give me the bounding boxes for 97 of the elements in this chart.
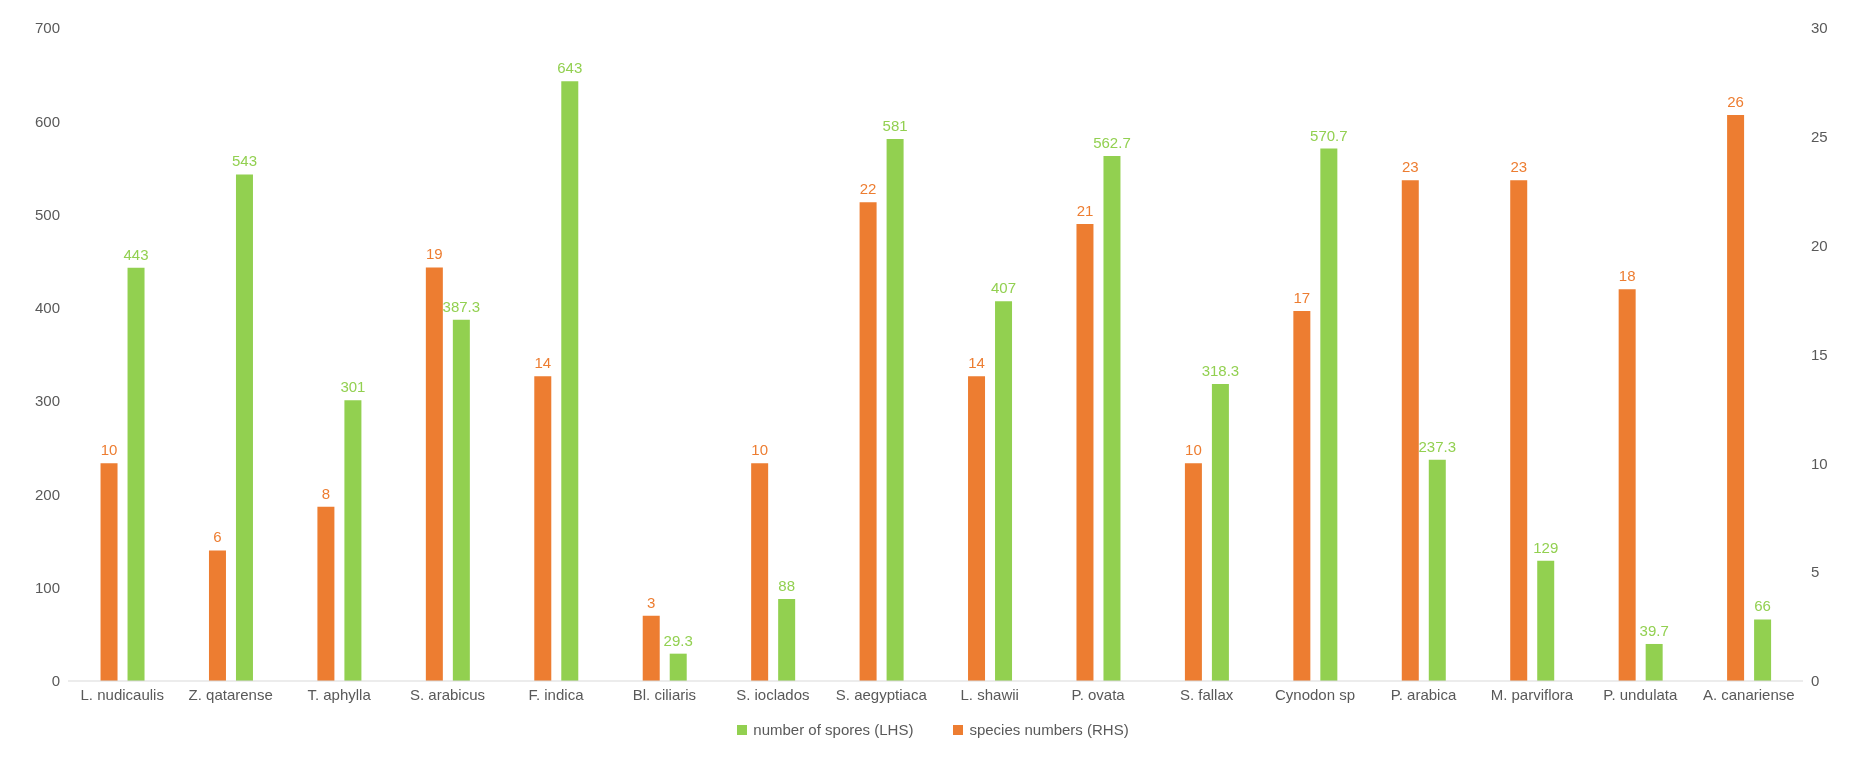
x-tick-label: S. arabicus [410,685,486,703]
data-label: 562.7 [1093,134,1131,152]
x-tick-label: S. fallax [1179,685,1234,703]
x-tick-label: L. nudicaulis [80,685,164,703]
x-tick-label: T. aphylla [307,685,372,703]
x-tick-label: P. arabica [1390,685,1457,703]
y-tick-label: 700 [34,19,60,37]
data-label: 17 [1293,288,1311,306]
bar [235,174,253,681]
x-tick-label: A. canariense [1702,685,1795,703]
data-label: 10 [100,441,118,459]
bar [1428,459,1446,681]
y-tick-label: 0 [51,672,60,690]
bar [425,267,443,681]
y-tick-label: 600 [34,112,60,130]
bar [886,139,904,681]
bar [995,301,1013,681]
data-label: 88 [778,576,795,594]
data-label: 301 [340,378,366,396]
bar [1618,289,1636,681]
bar [751,463,769,681]
bar [1727,115,1745,681]
data-label: 570.7 [1310,126,1348,144]
data-label: 443 [123,245,149,263]
bar [1103,156,1121,681]
legend-label: species numbers (RHS) [968,721,1129,738]
y2-tick-label: 15 [1811,345,1828,363]
x-tick-label: Cynodon sp [1275,685,1356,703]
data-label: 23 [1401,158,1419,176]
data-label: 318.3 [1201,362,1240,380]
data-label: 407 [991,279,1017,297]
bar [778,598,796,681]
bar [1211,384,1229,681]
bar [317,506,335,681]
data-label: 10 [751,441,768,459]
y2-tick-label: 10 [1811,454,1828,472]
y2-tick-label: 0 [1811,672,1820,690]
bar [1754,619,1772,681]
data-label: 8 [321,484,331,502]
bar [561,81,579,681]
bar [1510,180,1528,681]
bar [208,550,226,681]
bar [344,400,362,681]
bar [669,653,687,681]
y2-tick-label: 25 [1811,128,1828,146]
data-label: 581 [882,117,908,135]
bar [534,376,552,681]
y-tick-label: 100 [34,579,60,597]
bar [1076,223,1094,681]
y2-tick-label: 20 [1811,236,1828,254]
data-label: 22 [859,180,877,198]
bar [1401,180,1419,681]
data-label: 543 [231,152,257,170]
x-tick-label: F. indica [528,685,585,703]
data-label: 39.7 [1639,621,1669,639]
bar [1320,148,1338,681]
bar [127,267,145,681]
data-label: 26 [1727,93,1744,111]
y-tick-label: 400 [34,299,60,317]
bar [100,463,118,681]
data-label: 21 [1076,201,1094,219]
bar [642,615,660,681]
x-tick-label: Bl. ciliaris [632,685,697,703]
y-tick-label: 500 [34,205,60,223]
legend-label: number of spores (LHS) [752,721,914,738]
data-label: 66 [1754,597,1771,615]
bar [1184,463,1202,681]
bar [968,376,986,681]
bar [1537,560,1555,681]
y2-tick-label: 5 [1811,563,1820,581]
y2-tick-label: 30 [1811,19,1828,37]
data-label: 14 [968,354,985,372]
bar [1293,310,1311,681]
data-label: 10 [1185,441,1202,459]
y-tick-label: 200 [34,485,60,503]
bar [859,202,877,681]
data-label: 23 [1510,158,1528,176]
y-tick-label: 300 [34,392,60,410]
data-label: 3 [647,593,656,611]
data-label: 19 [426,245,443,263]
data-label: 643 [557,59,583,77]
data-label: 6 [213,528,222,546]
x-tick-label: M. parviflora [1490,685,1574,703]
x-tick-label: P. ovata [1071,685,1126,703]
data-label: 237.3 [1418,437,1457,455]
data-label: 29.3 [663,631,693,649]
data-label: 387.3 [442,297,481,315]
data-label: 14 [534,354,552,372]
bar [452,319,470,681]
x-tick-label: L. shawii [960,685,1019,703]
x-tick-label: P. undulata [1603,685,1678,703]
x-tick-label: Z. qatarense [188,685,273,703]
x-tick-label: S. aegyptiaca [835,685,928,703]
bar [1645,643,1663,681]
data-label: 129 [1533,538,1559,556]
x-tick-label: S. ioclados [736,685,810,703]
data-label: 18 [1618,267,1636,285]
